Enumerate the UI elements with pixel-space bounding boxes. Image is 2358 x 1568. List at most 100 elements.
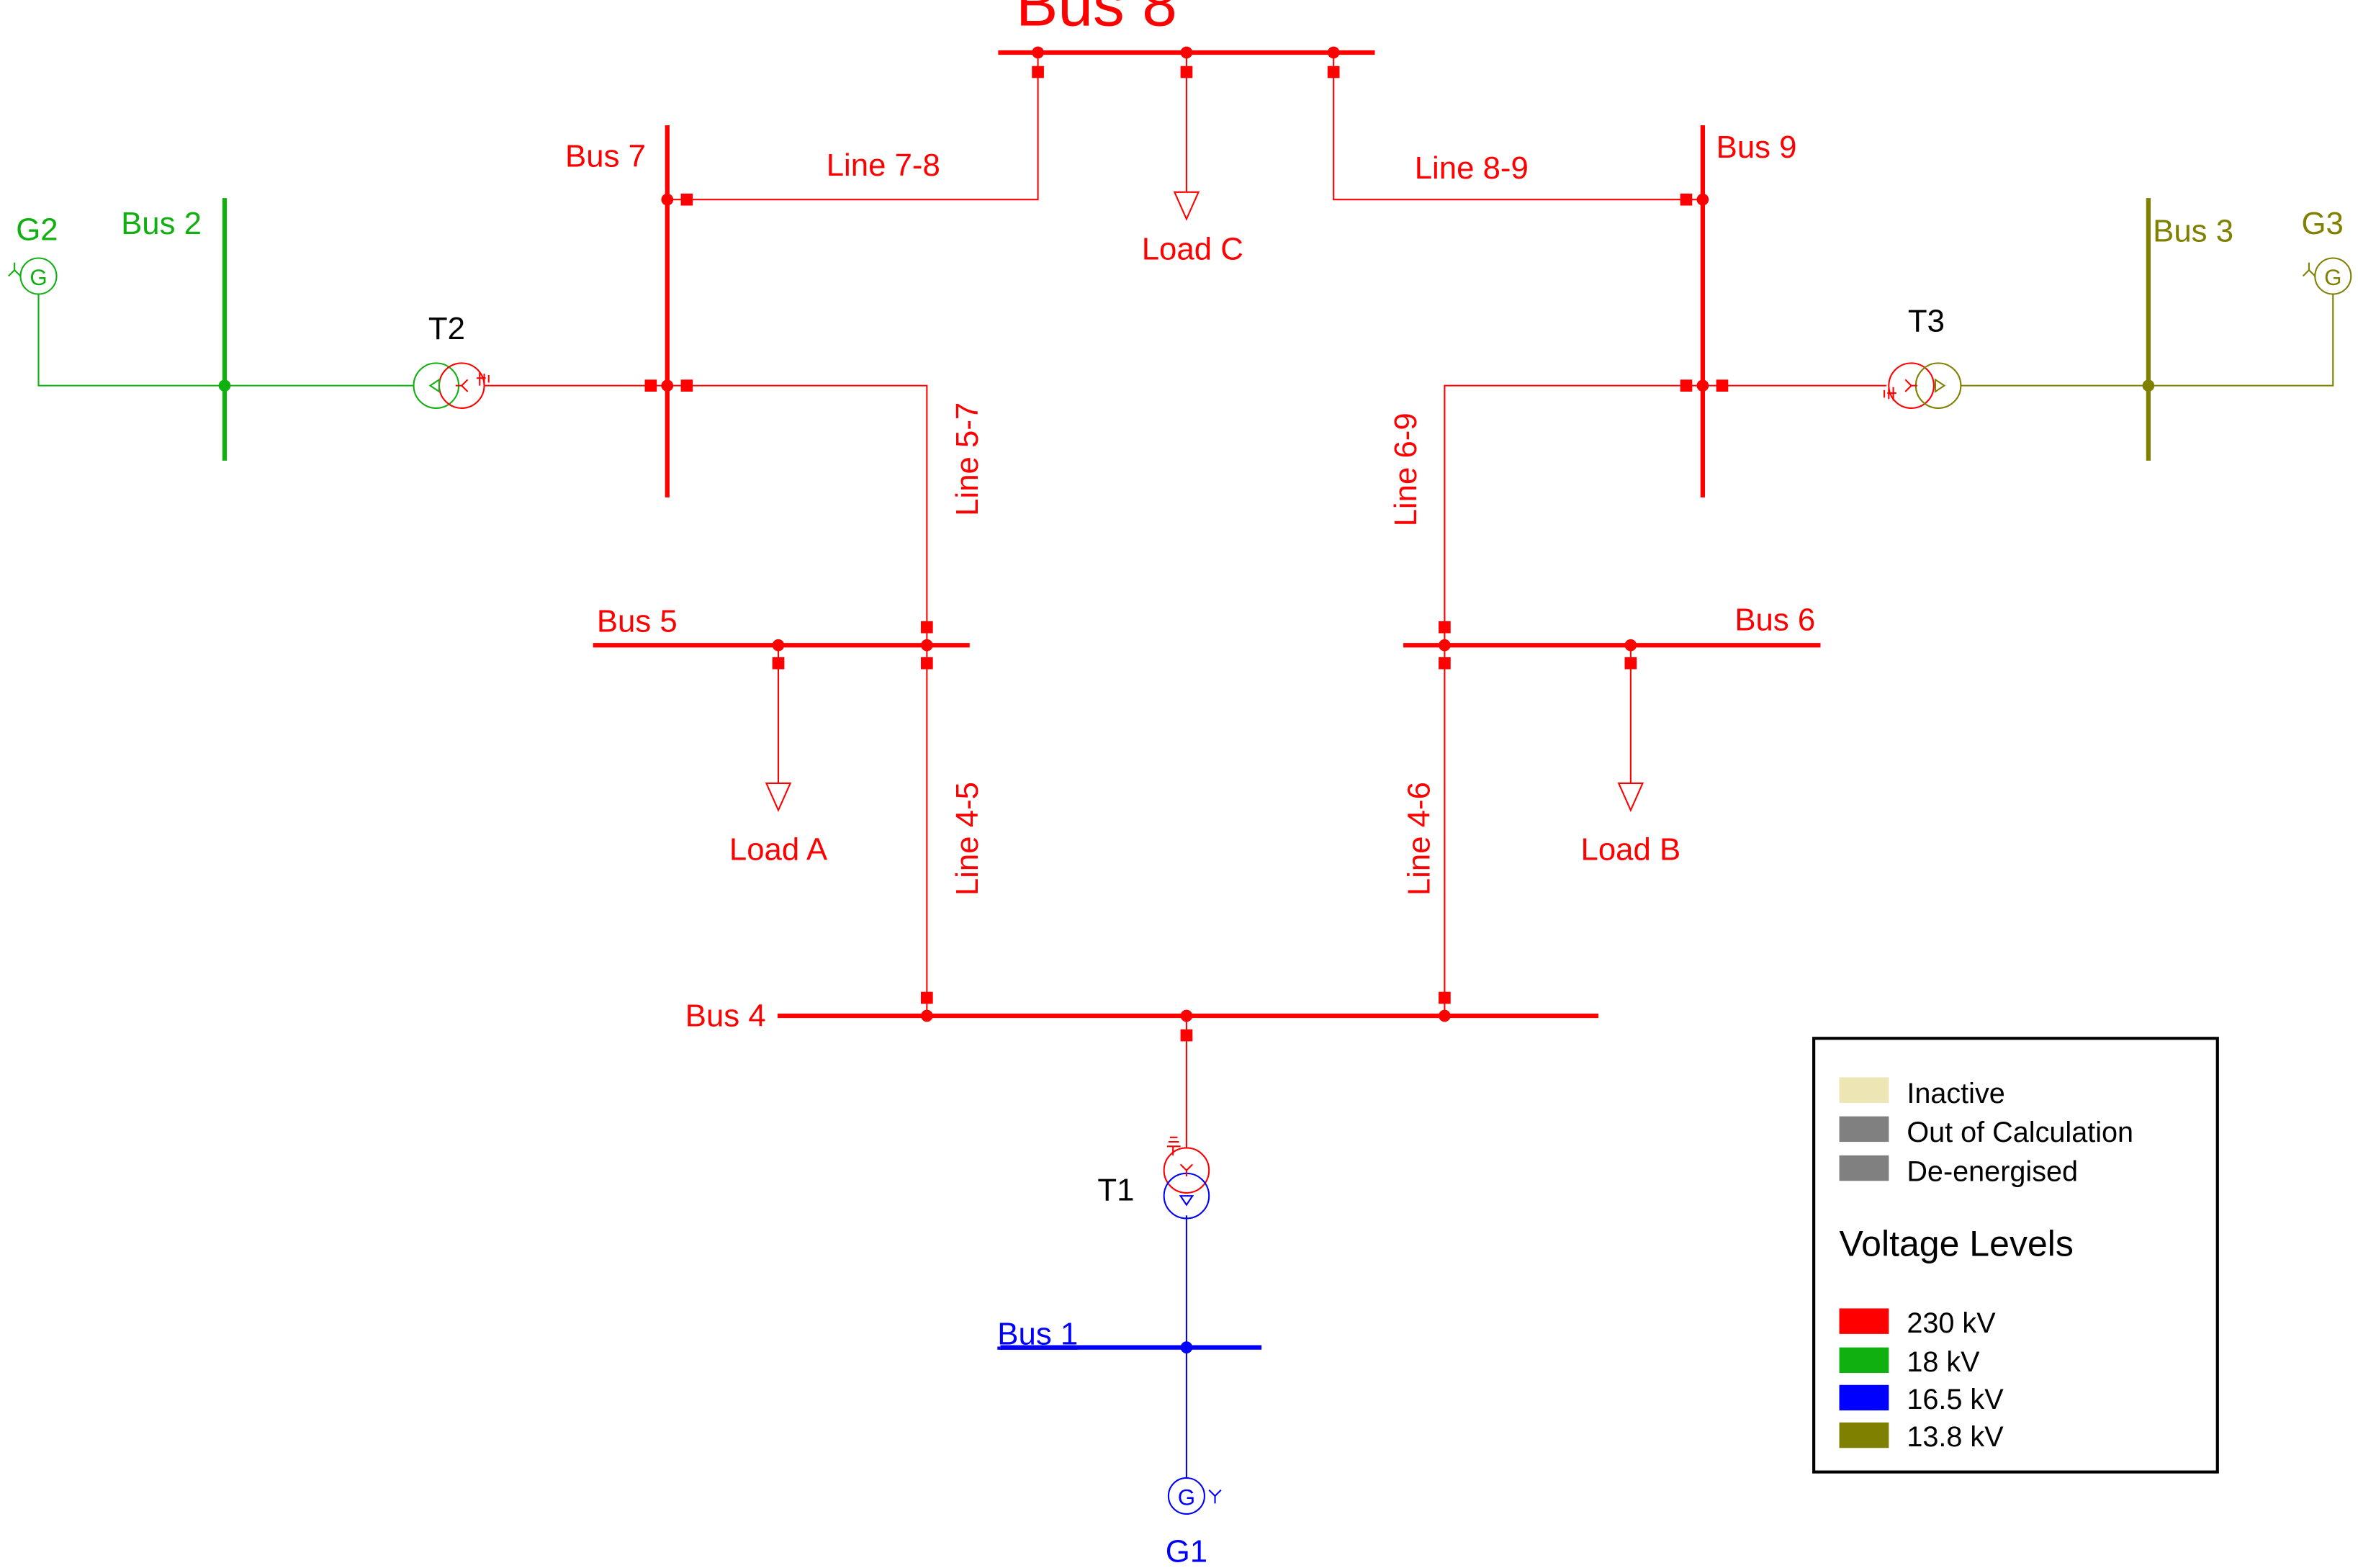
legend-level-16-5kv: 16.5 kV <box>1907 1384 2004 1415</box>
node-dot <box>1696 379 1709 392</box>
t1-hv-winding-icon <box>1163 1147 1210 1194</box>
line89-label: Line 8-9 <box>1415 150 1529 186</box>
connection-markers-230kv <box>644 46 1729 1042</box>
node-dot <box>661 379 674 392</box>
breaker-square[interactable] <box>772 657 785 670</box>
breaker-square[interactable] <box>644 379 657 392</box>
breaker-square[interactable] <box>921 621 933 634</box>
labels-13-8kv: Bus 3 G3 <box>2153 206 2344 248</box>
breaker-square[interactable] <box>680 193 693 206</box>
generator-g3[interactable]: G <box>2302 257 2352 295</box>
delta-winding-icon <box>1179 1195 1194 1207</box>
node-dot <box>921 639 933 652</box>
breaker-square[interactable] <box>1680 379 1693 392</box>
legend-state-de-energised: De-energised <box>1907 1155 2078 1187</box>
breaker-square[interactable] <box>1439 991 1451 1004</box>
bus7-label: Bus 7 <box>565 138 646 174</box>
g2-connection <box>37 294 225 387</box>
bus3-label: Bus 3 <box>2153 214 2233 249</box>
transformer-t3[interactable] <box>1884 362 1962 409</box>
bus2-label: Bus 2 <box>121 206 202 241</box>
star-connection-icon <box>2302 262 2316 277</box>
g3-connection <box>2148 294 2334 387</box>
line-7-8[interactable] <box>666 51 1039 201</box>
breaker-square[interactable] <box>1624 657 1637 670</box>
breaker-square[interactable] <box>1716 379 1729 392</box>
load-a-arrow-icon[interactable] <box>765 782 792 813</box>
legend-level-18kv: 18 kV <box>1907 1346 1980 1378</box>
delta-winding-icon <box>428 378 441 393</box>
line57-label: Line 5-7 <box>950 402 985 516</box>
legend-state-inactive: Inactive <box>1907 1078 2004 1109</box>
t2-lv-winding-icon <box>413 362 460 409</box>
t3-lv-winding-icon <box>1914 362 1962 409</box>
network-13-8kv <box>1961 198 2334 461</box>
line-6-9[interactable] <box>1444 384 1704 646</box>
node-dot <box>1624 639 1637 652</box>
legend-swatch-16-5kv <box>1839 1384 1889 1411</box>
g2-label: G2 <box>16 212 58 247</box>
load-a-label: Load A <box>729 832 828 867</box>
breaker-square[interactable] <box>1680 193 1693 206</box>
line46-label: Line 4-6 <box>1402 782 1437 896</box>
breaker-square[interactable] <box>1439 621 1451 634</box>
breaker-square[interactable] <box>1327 66 1340 78</box>
node-dot <box>2142 379 2155 392</box>
node-dot <box>1180 46 1193 59</box>
labels-18kv: Bus 2 G2 <box>16 206 202 247</box>
breaker-square[interactable] <box>921 991 933 1004</box>
transformer-t1[interactable] <box>1163 1136 1210 1220</box>
node-dot <box>921 1009 933 1022</box>
transformer-t2[interactable] <box>413 362 490 409</box>
bus5-label: Bus 5 <box>597 603 678 639</box>
generator-g2[interactable]: G <box>8 257 58 295</box>
line-5-7[interactable] <box>666 384 928 646</box>
g1-label: G1 <box>1166 1534 1207 1568</box>
labels-230kv: Bus 8 Bus 7 Bus 9 Bus 5 Bus 6 Bus 4 Line… <box>565 0 1815 1034</box>
breaker-square[interactable] <box>921 657 933 670</box>
legend-swatch-18kv <box>1839 1347 1889 1374</box>
generator-g1[interactable]: G <box>1167 1477 1222 1515</box>
network-230kv <box>485 50 1887 1149</box>
bus9-label: Bus 9 <box>1716 130 1797 165</box>
legend-swatch-230kv <box>1839 1308 1889 1334</box>
star-winding-icon <box>455 379 469 392</box>
t3-hv-winding-icon <box>1888 362 1935 409</box>
ground-icon <box>1166 1136 1181 1155</box>
node-dot <box>1180 1009 1193 1022</box>
legend-title: Voltage Levels <box>1840 1223 2074 1263</box>
breaker-square[interactable] <box>1032 66 1044 78</box>
legend-level-230kv: 230 kV <box>1907 1307 1996 1339</box>
line45-label: Line 4-5 <box>950 782 985 896</box>
ground-icon <box>1884 387 1896 401</box>
generator-g1-icon[interactable] <box>1167 1477 1205 1515</box>
node-dot <box>218 379 231 392</box>
node-dot <box>1439 639 1451 652</box>
breaker-square[interactable] <box>1180 1029 1193 1042</box>
breaker-square[interactable] <box>680 379 693 392</box>
load-c-arrow-icon[interactable] <box>1173 191 1200 221</box>
line69-label: Line 6-9 <box>1388 413 1423 526</box>
legend-state-out-of-calculation: Out of Calculation <box>1907 1117 2133 1148</box>
bus4-label: Bus 4 <box>685 999 766 1034</box>
legend-swatch-13-8kv <box>1839 1422 1889 1448</box>
load-c-label: Load C <box>1142 232 1243 267</box>
legend-level-13-8kv: 13.8 kV <box>1907 1421 2004 1453</box>
star-connection-icon <box>8 262 22 277</box>
generator-symbol: G <box>1178 1484 1195 1510</box>
node-dot <box>1032 46 1044 59</box>
ground-icon <box>477 371 490 386</box>
node-dot <box>1696 193 1709 206</box>
network-18kv <box>37 198 414 461</box>
breaker-square[interactable] <box>1439 657 1451 670</box>
legend: Inactive Out of Calculation De-energised… <box>1812 1037 2219 1474</box>
node-dot <box>661 193 674 206</box>
legend-swatch-de-energised <box>1839 1155 1889 1181</box>
labels-transformers: T2 T3 T1 <box>428 304 1945 1208</box>
star-winding-icon <box>1179 1163 1193 1177</box>
load-b-arrow-icon[interactable] <box>1617 782 1644 813</box>
node-dot <box>1439 1009 1451 1022</box>
breaker-square[interactable] <box>1180 66 1193 78</box>
line-8-9[interactable] <box>1333 51 1704 201</box>
